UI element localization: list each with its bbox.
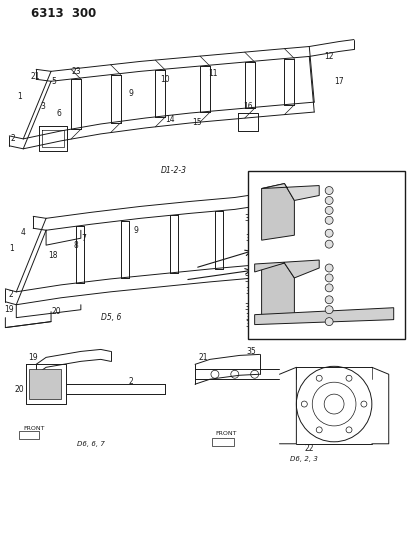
Text: 12: 12 [324, 52, 334, 61]
Text: 25: 25 [374, 196, 384, 205]
Circle shape [325, 318, 333, 326]
Text: 27: 27 [374, 284, 384, 293]
Circle shape [325, 216, 333, 224]
Text: 7: 7 [81, 233, 86, 243]
Polygon shape [262, 183, 295, 240]
Text: w/6" RAIL: w/6" RAIL [302, 249, 336, 255]
Bar [212, 438, 234, 446]
Circle shape [325, 284, 333, 292]
Text: 20: 20 [14, 385, 24, 394]
Text: 15: 15 [192, 118, 202, 127]
Text: 34: 34 [245, 276, 255, 285]
Text: 26: 26 [374, 273, 384, 282]
Bar [248, 171, 405, 340]
Text: 2: 2 [11, 134, 16, 143]
Bar [19, 431, 39, 439]
Text: 6313  300: 6313 300 [31, 7, 96, 20]
Text: 2: 2 [128, 377, 133, 386]
Text: 31: 31 [245, 287, 255, 296]
Polygon shape [255, 260, 319, 278]
Text: 19: 19 [29, 353, 38, 362]
Text: 29: 29 [374, 229, 384, 238]
Text: 28: 28 [272, 263, 281, 272]
Text: 22: 22 [304, 444, 314, 453]
Circle shape [325, 264, 333, 272]
Circle shape [325, 206, 333, 214]
Text: 2: 2 [9, 290, 14, 300]
Text: 32: 32 [245, 313, 255, 322]
Text: w/T RAIL: w/T RAIL [304, 328, 334, 335]
Text: 1: 1 [17, 92, 22, 101]
Text: 30: 30 [374, 305, 384, 314]
Text: 28: 28 [268, 178, 277, 187]
Bar [29, 369, 61, 399]
Circle shape [325, 187, 333, 195]
Text: 9: 9 [133, 226, 138, 235]
Text: 9: 9 [128, 88, 133, 98]
Text: 14: 14 [165, 115, 175, 124]
Circle shape [325, 296, 333, 304]
Text: 16: 16 [243, 102, 253, 111]
Circle shape [325, 197, 333, 205]
Text: FRONT: FRONT [215, 431, 236, 437]
Text: 23: 23 [71, 67, 81, 76]
Text: 29: 29 [374, 295, 384, 304]
Text: D1-2-3: D1-2-3 [160, 166, 186, 175]
Polygon shape [255, 308, 394, 325]
Text: 4: 4 [21, 228, 26, 237]
Text: 5: 5 [51, 77, 56, 86]
Polygon shape [262, 183, 319, 200]
Text: 3: 3 [41, 102, 46, 111]
Circle shape [325, 229, 333, 237]
Polygon shape [262, 263, 295, 320]
Text: 11: 11 [208, 69, 218, 78]
Text: 35: 35 [247, 347, 257, 356]
Text: 25: 25 [268, 256, 277, 265]
Text: D5, 6: D5, 6 [101, 313, 121, 322]
Text: 17: 17 [334, 77, 344, 86]
Text: 6: 6 [57, 109, 62, 118]
Text: 34: 34 [245, 214, 255, 223]
Text: 24: 24 [374, 263, 384, 272]
Circle shape [325, 240, 333, 248]
Text: D6, 6, 7: D6, 6, 7 [77, 441, 105, 447]
Circle shape [325, 306, 333, 314]
Text: 10: 10 [160, 75, 170, 84]
Text: 25: 25 [374, 317, 384, 326]
Text: 24: 24 [374, 186, 384, 195]
Text: 20: 20 [51, 307, 61, 316]
Circle shape [325, 274, 333, 282]
Text: 21: 21 [198, 353, 208, 362]
Text: 18: 18 [48, 251, 58, 260]
Text: 27: 27 [374, 216, 384, 225]
Text: 33: 33 [245, 303, 255, 312]
Text: 19: 19 [4, 305, 14, 314]
Text: 8: 8 [73, 240, 78, 249]
Text: 31: 31 [245, 233, 255, 243]
Text: 26: 26 [374, 206, 384, 215]
Text: FRONT: FRONT [23, 426, 45, 431]
Text: 21: 21 [31, 72, 40, 81]
Text: 31: 31 [245, 320, 255, 329]
Text: 25: 25 [374, 240, 384, 249]
Text: D6, 2, 3: D6, 2, 3 [290, 456, 318, 462]
Text: 1: 1 [9, 244, 14, 253]
